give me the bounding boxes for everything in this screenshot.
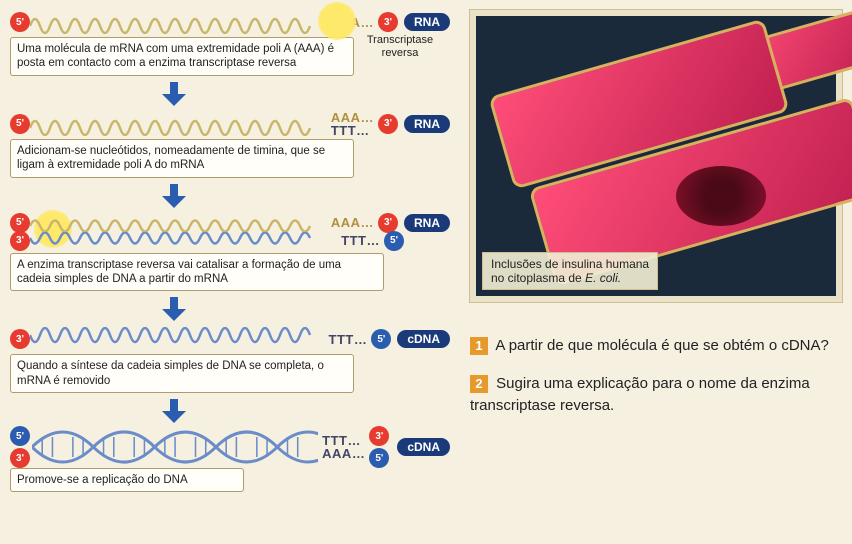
- threeprime-cap: 3': [369, 426, 389, 446]
- threeprime-cap: 3': [378, 114, 398, 134]
- polyT-seq: TTT…: [331, 124, 374, 137]
- dsdna-helix: 5' 3' TTT… AAA…: [10, 429, 450, 465]
- threeprime-cap: 3': [10, 329, 30, 349]
- dna-zigzag: [30, 327, 325, 351]
- q1-text: A partir de que molécula é que se obtém …: [495, 337, 829, 354]
- step2-caption: Adicionam-se nucleótidos, nomeadamente d…: [10, 139, 354, 178]
- flowchart-column: 5' AAA… 3' RNA Uma molécula de mRNA com …: [10, 10, 450, 534]
- fiveprime-cap: 5': [10, 114, 30, 134]
- question-2: 2 Sugira uma explicação para o nome da e…: [470, 373, 840, 418]
- step-5: 5' 3' TTT… AAA…: [10, 429, 450, 492]
- threeprime-cap: 3': [10, 231, 30, 251]
- mrna-strand: 5' AAA… 3' RNA: [10, 214, 450, 232]
- mrna-zigzag: [30, 214, 327, 232]
- fiveprime-cap: 5': [384, 231, 404, 251]
- polyA-seq: AAA…: [322, 447, 365, 460]
- step-4: 3' TTT… 5' cDNA Quando a síntese da cade…: [10, 327, 450, 393]
- insulin-inclusion: [676, 166, 766, 226]
- micrograph-caption: Inclusões de insulina humana no citoplas…: [482, 252, 658, 290]
- rna-pill: RNA: [404, 115, 450, 133]
- fiveprime-cap: 5': [369, 448, 389, 468]
- step3-caption: A enzima transcriptase reversa vai catal…: [10, 253, 384, 292]
- step-2: 5' AAA… TTT… 3' RNA Adicionam-se nucleót…: [10, 112, 450, 178]
- polyA-seq: AAA…: [331, 215, 374, 230]
- fiveprime-cap: 5': [10, 213, 30, 233]
- polyA-seq: AAA…: [331, 111, 374, 124]
- threeprime-cap: 3': [378, 213, 398, 233]
- step5-caption: Promove-se a replicação do DNA: [10, 468, 244, 492]
- dna-strand: 3' TTT… 5' cDNA: [10, 327, 450, 351]
- step-1: 5' AAA… 3' RNA Uma molécula de mRNA com …: [10, 10, 450, 76]
- step1-caption: Uma molécula de mRNA com uma extremidade…: [10, 37, 354, 76]
- questions-block: 1 A partir de que molécula é que se obté…: [470, 320, 840, 433]
- question-1: 1 A partir de que molécula é que se obté…: [470, 335, 840, 358]
- caption-line1: Inclusões de insulina humana: [491, 257, 649, 271]
- arrow-down-icon: [160, 399, 450, 425]
- right-column: Inclusões de insulina humana no citoplas…: [470, 10, 840, 534]
- threeprime-cap: 3': [10, 448, 30, 468]
- arrow-down-icon: [160, 297, 450, 323]
- fiveprime-cap: 5': [10, 12, 30, 32]
- rna-pill: RNA: [404, 214, 450, 232]
- mrna-zigzag: [30, 10, 327, 34]
- cdna-pill: cDNA: [397, 330, 450, 348]
- polyT-seq: TTT…: [329, 332, 368, 347]
- step4-caption: Quando a síntese da cadeia simples de DN…: [10, 354, 354, 393]
- helix-svg: [32, 429, 318, 465]
- threeprime-cap: 3': [378, 12, 398, 32]
- dna-strand: 3' TTT… 5': [10, 232, 450, 250]
- enzyme-label: Transcriptase reversa: [360, 34, 440, 60]
- fiveprime-cap: 5': [371, 329, 391, 349]
- mrna-strand: 5' AAA… 3' RNA: [10, 10, 450, 34]
- caption-species: E. coli.: [585, 271, 621, 285]
- dna-zigzag: [30, 232, 337, 250]
- micrograph-image: Inclusões de insulina humana no citoplas…: [470, 10, 842, 302]
- rna-pill: RNA: [404, 13, 450, 31]
- qnum-1: 1: [470, 337, 488, 355]
- step-3: 5' AAA… 3' RNA 3' TTT… 5': [10, 214, 450, 292]
- cdna-pill: cDNA: [397, 438, 450, 456]
- qnum-2: 2: [470, 375, 488, 393]
- mrna-zigzag: [30, 112, 327, 136]
- q2-text: Sugira uma explicação para o nome da enz…: [470, 375, 810, 415]
- polyT-seq: TTT…: [341, 233, 380, 248]
- mrna-strand: 5' AAA… TTT… 3' RNA: [10, 112, 450, 136]
- caption-line2a: no citoplasma de: [491, 271, 585, 285]
- enzyme-glow: [318, 2, 356, 40]
- arrow-down-icon: [160, 82, 450, 108]
- arrow-down-icon: [160, 184, 450, 210]
- fiveprime-cap: 5': [10, 426, 30, 446]
